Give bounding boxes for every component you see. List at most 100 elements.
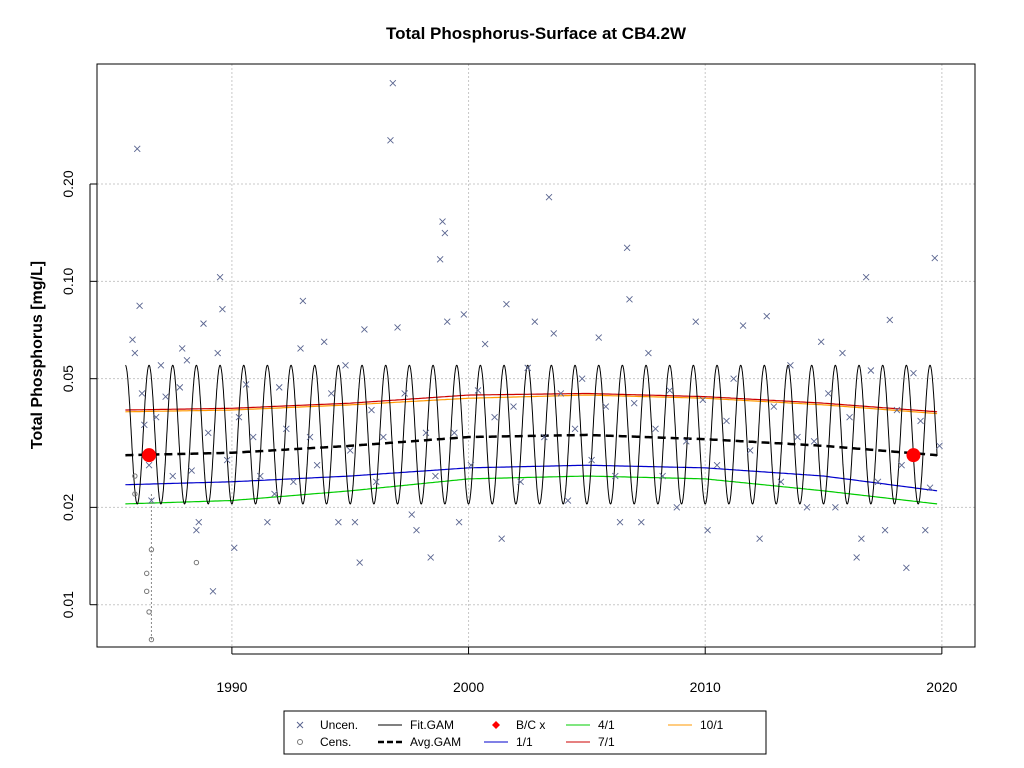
uncensored-point [141,421,148,429]
censored-point [132,473,138,479]
uncensored-point [271,490,278,498]
uncensored-point [756,535,763,543]
uncensored-point [209,588,217,595]
uncensored-point [351,518,359,526]
y-tick-label: 0.10 [60,268,76,295]
uncensored-point [936,442,943,450]
uncensored-point [564,497,572,504]
uncensored-point [230,544,238,552]
uncensored-point [616,518,624,526]
uncensored-point [313,461,321,469]
bc-point [142,448,157,463]
uncensored-point [673,504,681,511]
uncensored-point [372,478,380,486]
uncensored-point [730,375,737,383]
uncensored-point [517,478,524,486]
uncensored-point [545,193,553,201]
uncensored-point [327,390,335,397]
legend-label: Cens. [320,735,351,749]
uncensored-point [886,316,894,324]
uncensored-point [204,429,212,437]
uncensored-point [777,478,785,486]
uncensored-point [810,438,818,445]
legend-item: Fit.GAM [378,718,454,732]
fit-gam-line [125,364,938,505]
uncensored-point [659,472,666,480]
chart-title: Total Phosphorus-Surface at CB4.2W [386,24,687,43]
uncensored-point [342,361,349,369]
uncensored-point [346,447,354,454]
legend-label: Avg.GAM [410,735,461,749]
uncensored-point [275,384,283,391]
uncensored-point [413,526,420,534]
uncensored-point [746,447,754,454]
x-tick-label: 1990 [216,679,247,695]
uncensored-point [903,564,910,572]
uncensored-point [460,311,468,318]
y-tick-label: 0.05 [60,365,76,392]
uncensored-point [152,413,160,421]
legend-label: 4/1 [598,718,615,732]
uncensored-point [467,461,475,469]
uncensored-point [148,497,155,504]
x-tick-label: 2020 [926,679,957,695]
legend-item: B/C x [492,718,545,732]
uncensored-point [803,504,811,511]
uncensored-point [129,336,136,344]
censored-point [132,491,138,497]
uncensored-point [145,461,153,469]
legend-x-mark-icon [296,721,304,729]
uncensored-point [491,413,498,421]
uncensored-point [427,554,435,561]
plot-frame [96,63,976,648]
uncensored-point [439,218,446,225]
uncensored-point [832,504,839,511]
x-tick-label: 2000 [453,679,484,695]
uncensored-point [214,349,222,357]
seasonal-line-4-1 [125,475,938,505]
legend-box [283,710,767,755]
uncensored-point [787,361,794,369]
uncensored-point [136,302,143,310]
legend-label: 10/1 [700,718,724,732]
points-layer [129,79,943,643]
legend-circle-icon [297,739,303,745]
uncensored-point [524,364,532,372]
uncensored-point [817,338,825,346]
legend-item: Cens. [297,735,351,749]
uncensored-point [223,456,231,464]
axes: 1990 2000 2010 2020 0.01 0.02 0.05 0.10 0.20 [60,170,958,695]
legend: Uncen. Fit.GAM B/C x 4/1 10/1 Cens. Avg.GAM 1/1… [283,710,767,755]
legend-item: 10/1 [668,718,724,732]
uncensored-point [540,433,548,441]
uncensored-point [862,273,870,281]
grid-lines [97,64,975,647]
uncensored-point [436,255,444,263]
y-axis-label: Total Phosphorus [mg/L] [29,261,46,449]
uncensored-point [394,324,401,331]
uncensored-point [283,425,290,433]
x-tick-label: 2010 [690,679,721,695]
uncensored-point [867,367,875,374]
uncensored-point [320,338,328,346]
uncensored-point [704,526,711,534]
uncensored-point [881,526,889,534]
uncensored-point [249,433,257,441]
uncensored-point [682,438,690,445]
uncensored-point [474,387,482,394]
uncensored-point [893,406,901,414]
uncensored-point [652,425,659,433]
uncensored-point [356,559,364,566]
uncensored-point [692,318,700,326]
seasonal-line-1-1 [125,464,938,492]
uncensored-point [630,399,638,407]
legend-label: 1/1 [516,735,533,749]
uncensored-point [874,478,882,486]
uncensored-point [131,349,139,357]
uncensored-point [926,484,934,492]
uncensored-point [713,461,721,469]
uncensored-point [557,390,565,397]
uncensored-point [763,312,771,320]
uncensored-point [645,349,652,357]
uncensored-point [770,403,778,410]
